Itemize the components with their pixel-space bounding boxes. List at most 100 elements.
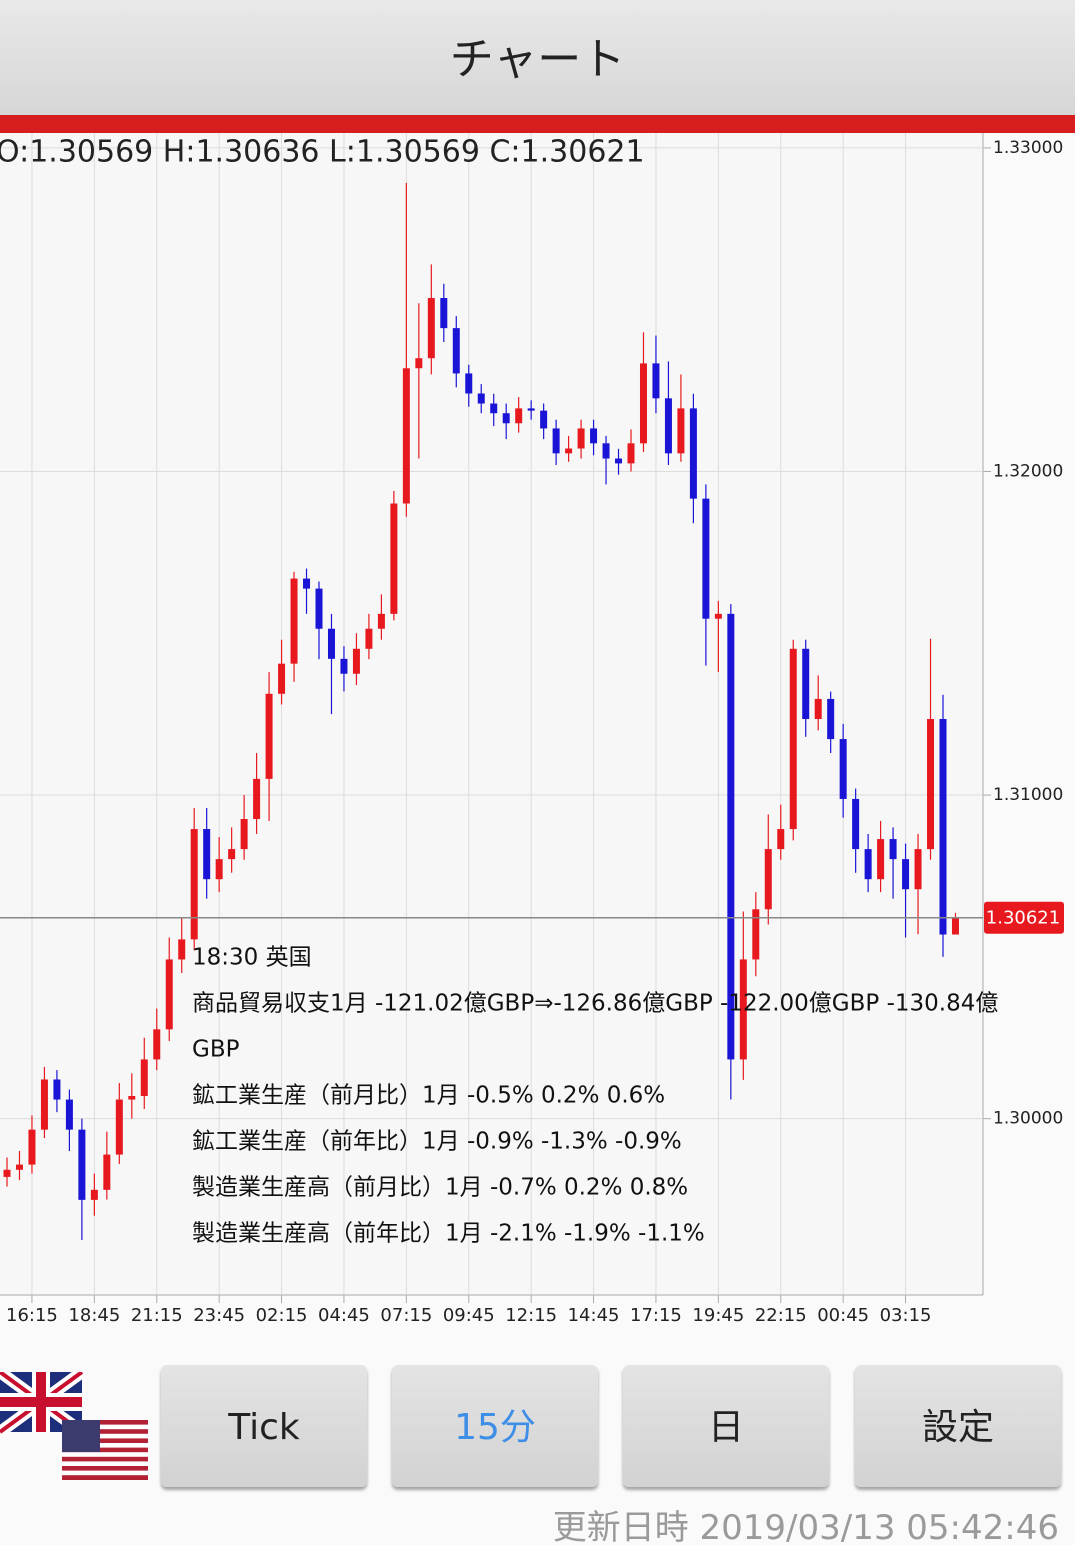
event-annotation: GBP [192,1037,240,1063]
candle-body [789,648,797,830]
x-tick-label: 19:45 [692,1305,744,1326]
candle-body [377,613,385,629]
candle-body [590,428,598,444]
candle-body [440,298,448,329]
candle-body [814,698,822,720]
header-bar [0,115,1075,133]
candle-body [103,1154,111,1190]
candle-body [78,1129,86,1200]
candle-body [839,739,847,799]
x-tick-label: 23:45 [193,1305,245,1326]
candle-body [902,859,910,890]
candle-body [939,719,947,935]
candle-body [540,410,548,429]
update-time: 更新日時 2019/03/13 05:42:46 [552,1508,1059,1545]
candle-body [115,1099,123,1155]
candle-body [877,839,885,880]
tick-button[interactable]: Tick [161,1365,367,1487]
candle-body [140,1059,148,1096]
candle-body [664,398,672,454]
y-tick-label: 1.33000 [993,138,1063,158]
candle-body [951,917,959,935]
candle-body [639,363,647,444]
event-annotation: 鉱工業生産（前年比）1月 -0.9% -1.3% -0.9% [192,1129,682,1155]
day-button[interactable]: 日 [623,1365,829,1487]
candle-body [128,1095,136,1100]
candle-body [65,1099,73,1130]
candle-body [752,909,760,960]
ohlc-label: O:1.30569 H:1.30636 L:1.30569 C:1.30621 [0,135,645,170]
candle-body [889,839,897,860]
x-tick-label: 00:45 [817,1305,869,1326]
candle-body [577,428,585,449]
x-tick-label: 03:15 [880,1305,932,1326]
candle-body [15,1164,23,1170]
x-tick-label: 22:15 [755,1305,807,1326]
event-annotation: 18:30 英国 [192,945,312,971]
candle-body [490,403,498,414]
candle-body [165,959,173,1030]
x-tick-label: 12:15 [505,1305,557,1326]
candle-body [40,1079,48,1130]
candle-body [303,578,311,589]
candle-body [615,458,623,464]
candle-body [415,358,423,369]
candle-body [477,393,485,404]
candle-body [228,849,236,860]
x-tick-label: 16:15 [6,1305,58,1326]
candle-body [552,428,560,454]
plot-area [0,133,983,1295]
y-tick-label: 1.32000 [993,461,1063,481]
currency-flags[interactable] [0,1372,150,1482]
candle-body [352,648,360,674]
candle-body [153,1029,161,1060]
candle-body [515,408,523,424]
candle-body [190,829,198,940]
candle-body [315,588,323,629]
candle-body [702,498,710,619]
x-tick-label: 02:15 [256,1305,308,1326]
candle-body [602,443,610,459]
candle-body [240,819,248,850]
x-tick-label: 09:45 [443,1305,495,1326]
candle-body [3,1169,11,1177]
event-annotation: 製造業生産高（前年比）1月 -2.1% -1.9% -1.1% [192,1221,705,1247]
candle-body [739,959,747,1060]
15min-button[interactable]: 15分 [392,1365,598,1487]
candle-body [777,829,785,850]
candle-body [852,798,860,850]
candle-body [427,298,435,359]
candle-body [402,368,410,504]
candle-body [565,448,573,454]
candle-body [340,658,348,674]
candle-body [764,849,772,910]
candle-body [90,1189,98,1200]
candle-body [927,719,935,850]
settings-button[interactable]: 設定 [855,1365,1061,1487]
candle-body [278,663,286,694]
candle-body [290,578,298,664]
event-annotation: 商品貿易収支1月 -121.02億GBP⇒-126.86億GBP -122.00… [192,991,998,1017]
candle-body [203,829,211,880]
candle-body [502,413,510,424]
x-tick-label: 17:15 [630,1305,682,1326]
candle-body [265,693,273,779]
event-annotation: 鉱工業生産（前月比）1月 -0.5% 0.2% 0.6% [192,1083,665,1109]
header-title: チャート [0,0,1075,115]
candle-body [327,628,335,659]
x-tick-label: 18:45 [68,1305,120,1326]
y-tick-label: 1.31000 [993,785,1063,805]
candle-body [689,408,697,499]
candle-body [652,363,660,399]
candle-body [914,849,922,890]
candle-body [178,939,186,960]
x-tick-label: 14:45 [568,1305,620,1326]
event-annotation: 製造業生産高（前月比）1月 -0.7% 0.2% 0.8% [192,1175,688,1201]
candle-body [527,408,535,411]
candle-body [714,613,722,619]
candle-body [827,698,835,740]
y-tick-label: 1.30000 [993,1109,1063,1129]
chart: 16:15 18:45 21:15 23:45 02:15 04:45 07:15 09:45… [0,133,1064,1326]
candle-body [465,373,473,394]
